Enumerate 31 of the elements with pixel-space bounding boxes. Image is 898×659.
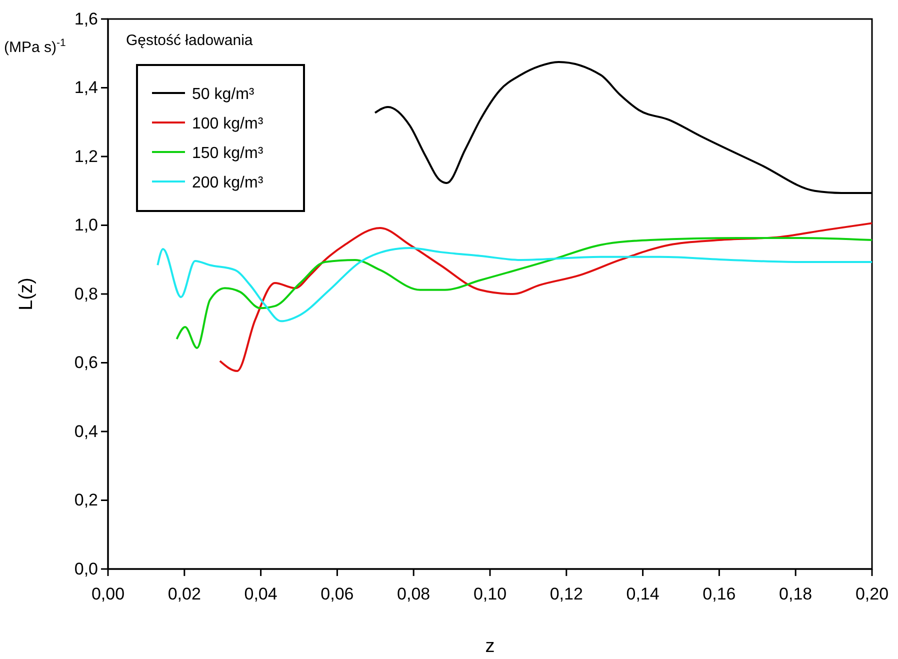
x-tick-label: 0,02 (168, 584, 201, 604)
legend-label: 150 kg/m³ (192, 145, 264, 162)
y-tick-label: 1,6 (74, 9, 98, 28)
x-tick-label: 0,06 (320, 584, 354, 604)
x-tick-label: 0,16 (702, 584, 736, 604)
y-tick-label: 0,4 (74, 422, 98, 441)
line-series (156, 246, 873, 322)
y-tick-label: 0,8 (74, 284, 98, 304)
x-tick-label: 0,04 (244, 584, 278, 604)
legend-label: 100 kg/m³ (192, 116, 264, 132)
legend-label: 200 kg/m³ (192, 174, 264, 192)
x-axis-title: z (485, 636, 495, 657)
y-tick-label: 1,0 (74, 216, 98, 235)
legend-title: Gęstość ładowania (126, 32, 254, 49)
x-tick-label: 0,14 (626, 584, 660, 604)
line-series (218, 222, 873, 372)
y-tick-label: 0,2 (74, 490, 98, 510)
y-axis-title: L(z) (16, 278, 37, 310)
x-tick-label: 0,12 (550, 584, 583, 604)
legend-label: 50 kg/m³ (192, 86, 255, 103)
x-tick-label: 0,10 (473, 584, 507, 604)
line-series (176, 236, 873, 349)
y-tick-label: 0,6 (74, 353, 98, 372)
y-tick-label: 1,2 (74, 146, 98, 166)
text: (MPa s)$^{-1}$ (4, 37, 66, 56)
x-tick-label: 0,18 (779, 584, 812, 604)
x-tick-label: 0,20 (855, 584, 889, 604)
x-tick-label: 0,00 (91, 584, 125, 604)
x-tick-label: 0,08 (397, 584, 430, 604)
y-tick-label: 1,4 (74, 78, 98, 98)
y-tick-label: 0,0 (74, 559, 98, 578)
